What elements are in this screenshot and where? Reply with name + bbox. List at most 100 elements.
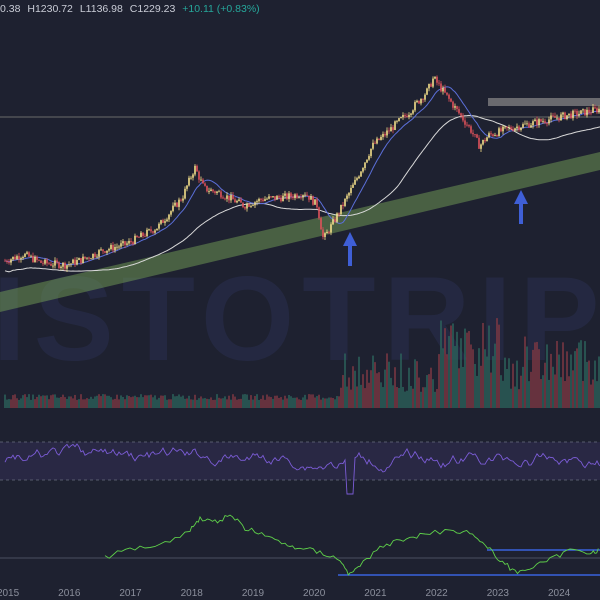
- candle-body: [26, 252, 28, 254]
- volume-bar: [350, 389, 352, 408]
- volume-bar: [242, 394, 244, 408]
- volume-bar: [84, 399, 86, 408]
- candle-body: [270, 196, 272, 198]
- candle-body: [586, 109, 588, 116]
- candle-body: [322, 229, 324, 237]
- candle-body: [296, 194, 298, 198]
- volume-bar: [306, 399, 308, 408]
- volume-bar: [408, 367, 410, 408]
- candle-body: [580, 110, 582, 114]
- volume-bar: [284, 395, 286, 408]
- volume-bar: [122, 397, 124, 408]
- volume-bar: [290, 396, 292, 408]
- candle-body: [70, 263, 72, 265]
- volume-bar: [592, 379, 594, 408]
- volume-bar: [28, 394, 30, 408]
- candle-body: [378, 138, 380, 140]
- volume-bar: [180, 396, 182, 408]
- support-arrow-2: [514, 190, 528, 224]
- volume-bar: [182, 395, 184, 408]
- candle-body: [204, 183, 206, 186]
- volume-bar: [452, 323, 454, 408]
- candle-body: [16, 256, 18, 260]
- volume-bar: [530, 371, 532, 408]
- candle-body: [88, 257, 90, 259]
- candle-body: [494, 135, 496, 136]
- volume-bar: [142, 397, 144, 408]
- candle-body: [158, 223, 160, 229]
- candle-body: [224, 198, 226, 200]
- volume-bar: [390, 377, 392, 408]
- candle-body: [462, 115, 464, 121]
- volume-bar: [308, 394, 310, 408]
- volume-bar: [260, 398, 262, 408]
- candle-body: [400, 117, 402, 119]
- volume-bar: [200, 396, 202, 408]
- candle-body: [214, 191, 216, 194]
- ohlc-readout: 0.38 H1230.72 L1136.98 C1229.23 +10.11 (…: [0, 0, 600, 18]
- candle-body: [4, 260, 6, 262]
- candle-body: [408, 114, 410, 118]
- candle-body: [540, 119, 542, 122]
- volume-bar: [116, 394, 118, 408]
- volume-bar: [560, 377, 562, 408]
- volume-bar: [154, 395, 156, 408]
- candle-body: [590, 112, 592, 114]
- volume-bar: [238, 399, 240, 408]
- candle-body: [538, 119, 540, 126]
- candle-body: [484, 139, 486, 142]
- volume-bar: [222, 398, 224, 408]
- volume-bar: [502, 380, 504, 408]
- x-tick-label: 2022: [426, 588, 449, 599]
- candle-body: [202, 179, 204, 184]
- candle-body: [72, 259, 74, 264]
- candle-body: [198, 171, 200, 180]
- candle-body: [248, 204, 250, 207]
- candle-body: [438, 82, 440, 84]
- candle-body: [370, 148, 372, 157]
- volume-bar: [402, 386, 404, 408]
- volume-bar: [276, 395, 278, 408]
- candle-body: [110, 244, 112, 250]
- volume-bar: [60, 396, 62, 408]
- candle-body: [218, 191, 220, 193]
- volume-bar: [62, 394, 64, 408]
- candle-body: [524, 123, 526, 125]
- volume-bar: [494, 343, 496, 408]
- volume-bar: [566, 351, 568, 408]
- candle-body: [182, 198, 184, 201]
- candle-body: [576, 110, 578, 116]
- candle-body: [310, 196, 312, 200]
- candle-body: [116, 246, 118, 248]
- volume-bar: [70, 396, 72, 408]
- volume-bar: [400, 353, 402, 408]
- candle-body: [288, 193, 290, 199]
- candle-body: [572, 110, 574, 119]
- volume-bar: [346, 386, 348, 408]
- arrow-head: [514, 190, 528, 204]
- candle-body: [526, 123, 528, 125]
- volume-bar: [56, 397, 58, 408]
- high-value: H1230.72: [27, 3, 73, 15]
- candle-body: [390, 127, 392, 132]
- candle-body: [36, 256, 38, 260]
- candle-body: [446, 92, 448, 95]
- volume-bar: [64, 397, 66, 408]
- candle-body: [366, 159, 368, 163]
- volume-bar: [380, 382, 382, 408]
- volume-bar: [504, 357, 506, 408]
- candle-body: [220, 191, 222, 198]
- candle-body: [464, 120, 466, 125]
- volume-bar: [464, 328, 466, 408]
- candle-body: [14, 256, 16, 260]
- candle-body: [92, 253, 94, 259]
- candle-body: [74, 259, 76, 265]
- candle-body: [340, 204, 342, 214]
- candle-body: [470, 126, 472, 133]
- candle-body: [546, 122, 548, 124]
- volume-bar: [20, 398, 22, 408]
- candle-body: [466, 124, 468, 126]
- candle-body: [216, 191, 218, 194]
- candle-body: [594, 107, 596, 109]
